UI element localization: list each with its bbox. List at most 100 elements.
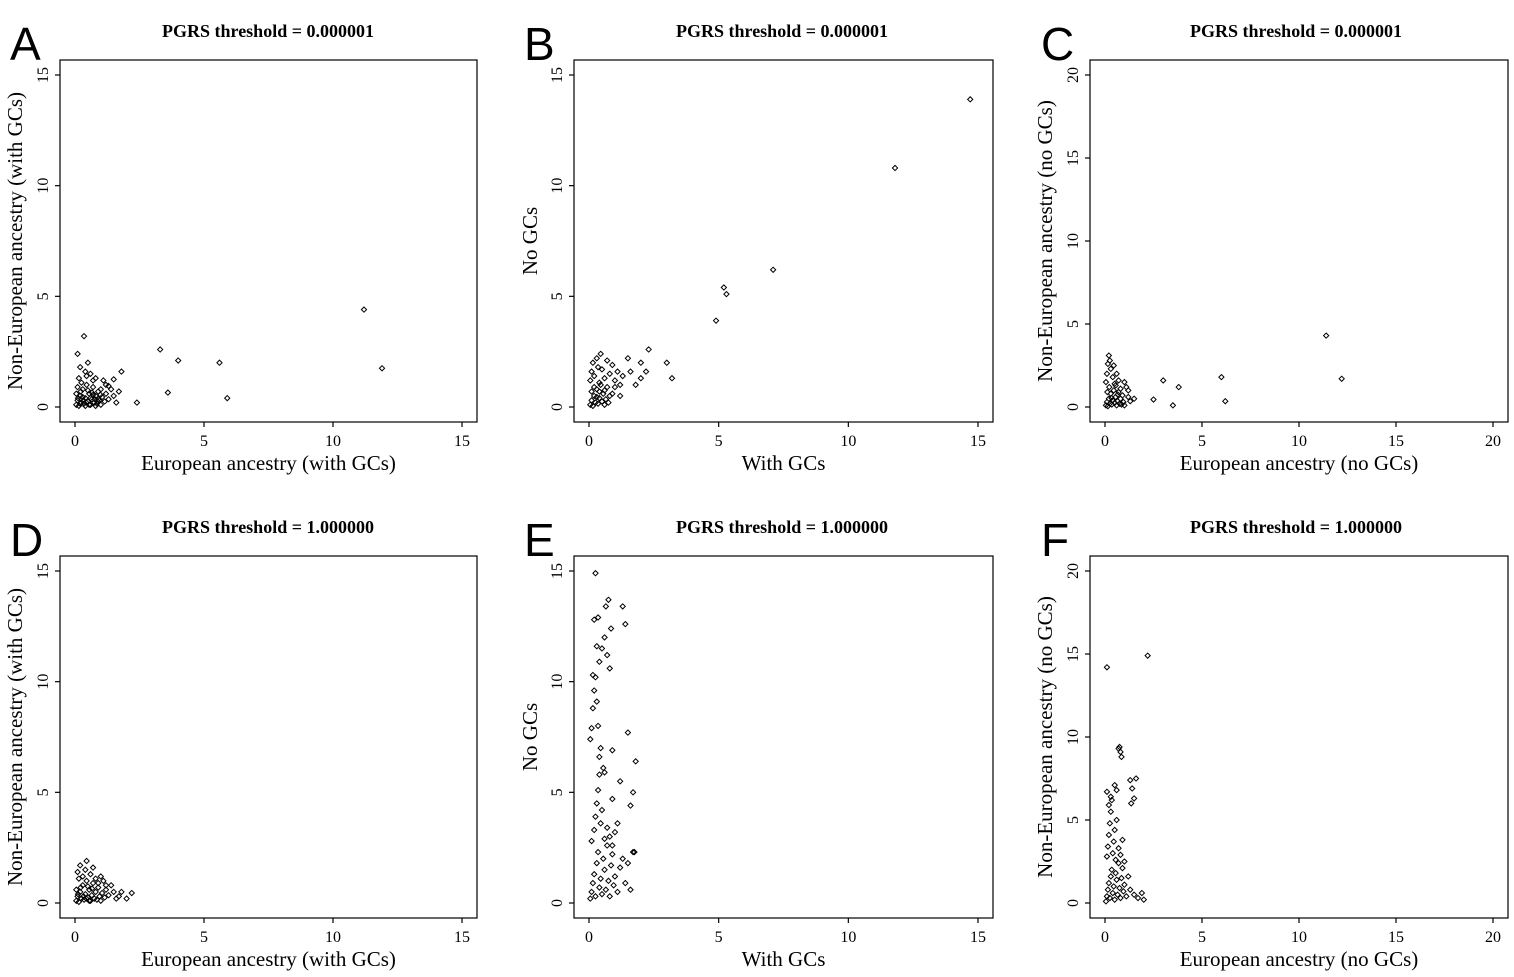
data-point	[645, 346, 652, 353]
data-point	[596, 388, 603, 395]
data-point	[596, 771, 603, 778]
data-point	[592, 569, 599, 577]
panel-a: A PGRS threshold = 0.000001 0 5 10 15 0 5 10 15 Eu…	[3, 18, 478, 475]
data-point	[598, 398, 606, 405]
data-point	[223, 394, 231, 402]
data-point	[627, 886, 634, 894]
plot-frame	[573, 59, 994, 423]
data-point	[83, 381, 90, 389]
data-point	[668, 374, 676, 382]
data-point	[1150, 396, 1157, 403]
data-point	[1105, 831, 1113, 839]
data-point	[77, 884, 84, 891]
data-point	[1109, 889, 1117, 897]
x-tick-label: 10	[1291, 929, 1307, 946]
data-point	[596, 658, 603, 666]
data-point	[89, 864, 97, 871]
data-point	[1144, 652, 1151, 659]
data-point	[609, 361, 616, 369]
data-point	[589, 671, 597, 679]
data-point	[89, 879, 97, 887]
data-point	[642, 368, 650, 375]
x-tick-label: 0	[585, 929, 593, 946]
y-tick-label: 0	[1065, 899, 1082, 907]
data-point	[1110, 362, 1118, 369]
data-point	[1108, 866, 1116, 874]
data-point	[1113, 786, 1120, 794]
y-tick-label: 0	[549, 403, 566, 411]
data-point	[616, 777, 624, 785]
data-point	[627, 368, 634, 375]
data-point	[605, 399, 612, 406]
panel-letter: D	[10, 514, 43, 566]
data-point	[1110, 883, 1118, 890]
data-point	[74, 890, 82, 898]
plot-frame	[1089, 59, 1509, 423]
data-point	[588, 397, 595, 404]
data-point	[1110, 387, 1118, 394]
data-point	[619, 855, 627, 863]
data-point	[115, 388, 123, 395]
data-point	[1112, 869, 1119, 877]
data-point	[592, 893, 599, 900]
data-point	[1218, 373, 1225, 381]
data-point	[637, 374, 645, 382]
data-point	[891, 164, 899, 172]
data-point	[599, 855, 607, 863]
data-point	[1110, 838, 1118, 845]
chart-title: PGRS threshold = 1.000000	[676, 517, 888, 537]
data-point	[610, 881, 617, 889]
data-point	[1109, 849, 1117, 857]
data-point	[102, 886, 110, 894]
y-axis-label: Non-European ancestry (with GCs)	[3, 588, 27, 886]
data-point	[102, 390, 110, 398]
data-point	[603, 357, 611, 364]
data-point	[92, 888, 99, 896]
y-tick-label: 15	[549, 563, 566, 579]
panel-letter: A	[10, 18, 41, 70]
data-point	[1175, 383, 1183, 391]
data-point	[100, 877, 107, 885]
data-point	[590, 826, 598, 834]
data-point	[589, 359, 597, 367]
data-point	[75, 875, 83, 882]
data-point	[603, 824, 611, 832]
x-tick-label: 15	[970, 433, 986, 450]
data-point	[74, 394, 82, 402]
data-point	[588, 724, 595, 732]
x-tick-label: 5	[200, 433, 208, 450]
data-point	[118, 368, 125, 375]
data-point	[619, 603, 627, 610]
data-point	[602, 886, 610, 894]
data-point	[597, 350, 604, 358]
x-tick-label: 15	[1388, 433, 1404, 450]
panel-c: C PGRS threshold = 0.000001 0 5 10 15 20 0 5 10 15…	[1033, 18, 1509, 475]
data-point	[601, 401, 608, 409]
data-point	[82, 866, 89, 874]
data-point	[1117, 385, 1124, 393]
data-point	[110, 888, 118, 896]
y-tick-label: 15	[35, 67, 52, 83]
x-tick-label: 10	[1291, 433, 1307, 450]
x-tick-label: 5	[200, 929, 208, 946]
chart-title: PGRS threshold = 1.000000	[1190, 517, 1402, 537]
data-point	[590, 687, 598, 694]
data-point	[1119, 836, 1126, 844]
data-point	[627, 802, 634, 809]
data-point	[598, 890, 606, 898]
data-point	[110, 376, 118, 383]
data-point	[1105, 879, 1113, 887]
data-point	[592, 813, 599, 820]
chart-title: PGRS threshold = 0.000001	[676, 21, 888, 41]
data-point	[596, 753, 603, 761]
data-point	[1113, 876, 1120, 884]
data-point	[87, 897, 94, 905]
y-tick-label: 10	[549, 674, 566, 690]
data-point	[76, 400, 84, 407]
data-point	[603, 651, 611, 659]
data-point	[1114, 891, 1121, 899]
data-point	[1103, 370, 1111, 378]
data-point	[94, 398, 102, 405]
plot-frame	[573, 555, 994, 919]
x-tick-label: 0	[1101, 433, 1109, 450]
